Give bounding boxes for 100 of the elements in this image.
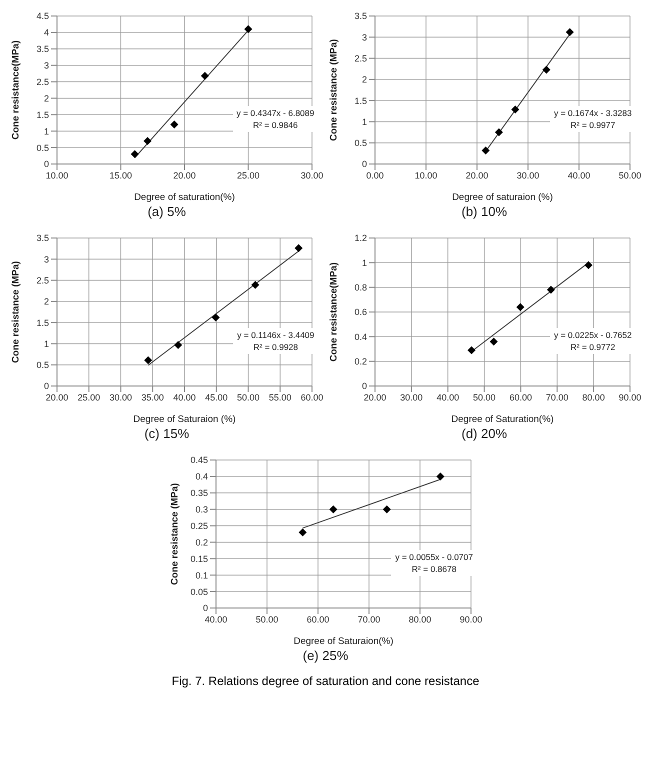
x-axis-title: Degree of Saturaion(%) — [294, 636, 394, 647]
y-tick-label: 2.5 — [354, 53, 367, 64]
y-axis-title: Cone resistance(MPa) — [328, 262, 340, 362]
point — [481, 146, 490, 154]
y-tick-label: 3.5 — [354, 11, 367, 22]
annotation: R² = 0.9928 — [252, 341, 300, 353]
y-tick-label: 3 — [44, 254, 50, 264]
x-tick-label: 10.00 — [46, 170, 69, 180]
y-tick-label: 0.8 — [354, 282, 367, 293]
x-axis-title: Degree of saturation(%) — [134, 192, 236, 203]
y-tick-label: 3 — [362, 32, 367, 42]
x-tick-label: 20.00 — [46, 392, 69, 402]
x-tick-label: 70.00 — [546, 392, 568, 402]
point — [294, 244, 303, 252]
point — [436, 472, 444, 480]
y-tick-label: 1 — [44, 126, 50, 136]
point — [212, 313, 220, 322]
point — [252, 280, 260, 289]
y-tick-label: 0.4 — [195, 472, 208, 482]
text: (b) 10% — [460, 204, 508, 221]
point — [542, 66, 550, 74]
x-tick-label: 35.00 — [142, 392, 164, 402]
x-tick-label: 40.00 — [173, 392, 196, 402]
x-tick-label: 50.00 — [472, 392, 496, 402]
caption: Fig. 7. Relations degree of saturation and cone resistance — [170, 674, 480, 688]
annotation: y = 0.0055x - 0.0707 — [395, 551, 473, 563]
point — [566, 28, 574, 36]
y-tick-label: 0.45 — [190, 455, 208, 466]
y-tick-label: 0 — [362, 159, 367, 170]
point — [174, 340, 182, 349]
x-tick-label: 20.00 — [465, 170, 488, 180]
y-tick-label: 0.5 — [36, 142, 50, 153]
y-tick-label: 4.5 — [36, 11, 50, 22]
x-tick-label: 20.00 — [173, 170, 196, 180]
point — [131, 150, 140, 158]
point — [144, 136, 152, 145]
y-tick-label: 0.2 — [195, 537, 208, 548]
point — [467, 346, 476, 354]
x-tick-label: 60.00 — [300, 392, 324, 402]
y-tick-label: 1 — [44, 338, 50, 349]
y-tick-label: 1.2 — [354, 233, 367, 244]
x-tick-label: 50.00 — [256, 614, 278, 624]
y-tick-label: 1.5 — [36, 110, 50, 120]
y-tick-label: 0 — [44, 159, 50, 170]
point — [494, 128, 503, 136]
y-axis-title: Cone resistance (MPa) — [169, 483, 180, 585]
point — [490, 338, 498, 346]
x-tick-label: 25.00 — [237, 170, 260, 180]
x-tick-label: 30.00 — [400, 392, 422, 402]
x-tick-label: 10.00 — [414, 170, 438, 180]
point — [584, 261, 592, 270]
y-tick-label: 0.05 — [190, 586, 208, 597]
x-tick-label: 60.00 — [306, 614, 330, 624]
text: (a) 5% — [146, 204, 187, 221]
y-tick-label: 3 — [44, 60, 50, 71]
point — [511, 105, 519, 114]
x-tick-label: 80.00 — [582, 392, 605, 402]
annotation: y = 0.1674x - 3.3283 — [554, 107, 632, 119]
x-tick-label: 70.00 — [358, 614, 380, 624]
point — [144, 356, 152, 364]
x-tick-label: 30.00 — [516, 170, 540, 180]
y-tick-label: 1 — [362, 116, 367, 127]
x-tick-label: 15.00 — [110, 170, 132, 180]
x-tick-label: 30.00 — [110, 392, 132, 402]
x-tick-label: 55.00 — [269, 392, 292, 402]
y-tick-label: 0.5 — [354, 138, 367, 148]
x-tick-label: 90.00 — [618, 392, 642, 402]
y-axis-title: Cone resistance (MPa) — [328, 39, 340, 141]
annotation: R² = 0.8678 — [410, 563, 458, 575]
point — [382, 505, 391, 514]
y-tick-label: 1 — [362, 258, 367, 268]
y-tick-label: 2.5 — [36, 275, 50, 286]
y-tick-label: 0.2 — [354, 356, 367, 367]
text: (c) 15% — [143, 426, 190, 443]
y-axis-title: Cone resistance (MPa) — [10, 261, 22, 363]
y-tick-label: 1.5 — [354, 96, 367, 106]
x-axis-title: Degree of saturaion (%) — [452, 192, 553, 203]
annotation: y = 0.1146x - 3.4409 — [237, 329, 314, 341]
annotation: y = 0.0225x - 0.7652 — [554, 329, 632, 341]
y-tick-label: 2.5 — [36, 76, 50, 87]
point — [201, 72, 210, 80]
annotation: R² = 0.9846 — [252, 119, 299, 131]
x-axis-title: Degree of Saturation(%) — [451, 414, 554, 425]
x-tick-label: 50.00 — [237, 392, 260, 402]
text: (e) 25% — [302, 648, 350, 665]
point — [244, 25, 252, 34]
annotation: R² = 0.9977 — [570, 119, 616, 131]
x-tick-label: 40.00 — [204, 614, 228, 624]
y-tick-label: 0.4 — [354, 332, 367, 342]
annotation: R² = 0.9772 — [570, 341, 616, 353]
x-tick-label: 20.00 — [363, 392, 386, 402]
y-tick-label: 3.5 — [36, 44, 50, 54]
y-tick-label: 0.3 — [195, 504, 208, 515]
point — [298, 528, 307, 536]
x-tick-label: 50.00 — [618, 170, 642, 180]
point — [329, 505, 338, 514]
x-tick-label: 40.00 — [567, 170, 590, 180]
point — [170, 120, 179, 129]
y-tick-label: 0 — [362, 381, 367, 392]
point — [546, 286, 555, 294]
